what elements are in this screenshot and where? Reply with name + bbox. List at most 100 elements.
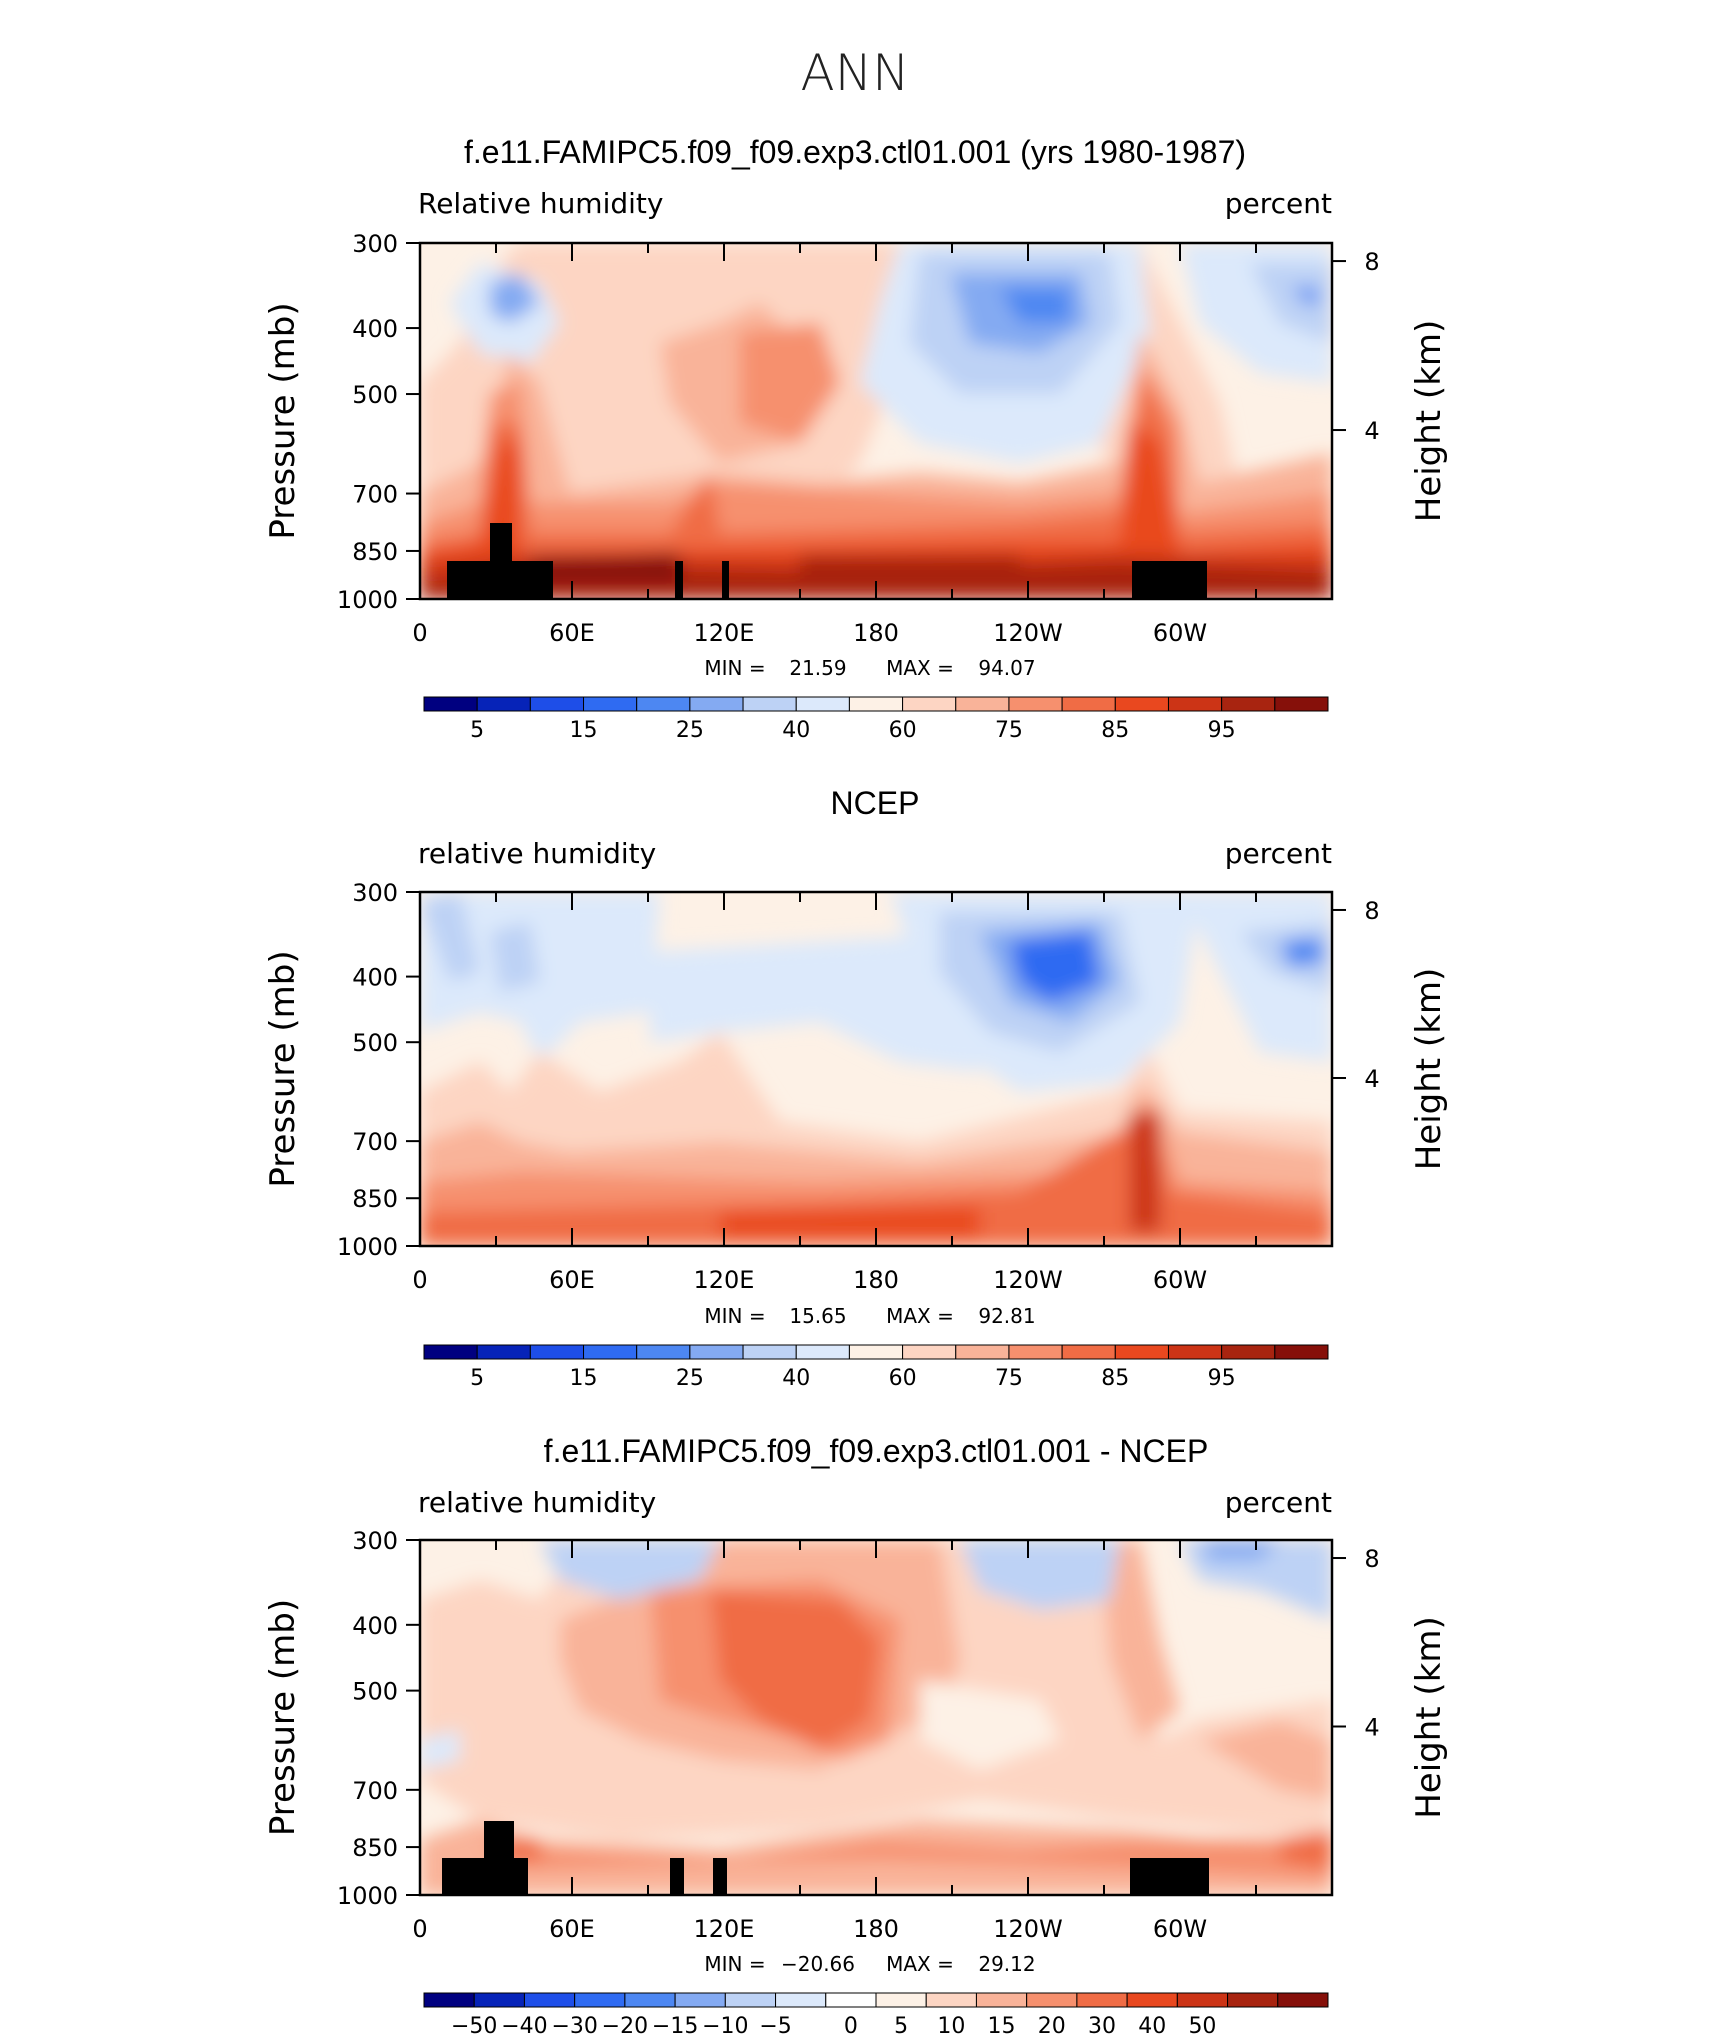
y-tick-label: 1000 [337,1882,398,1910]
colorbar-box [636,1344,691,1360]
colorbar-box [1008,1344,1063,1360]
x-tick-label: 180 [853,1266,899,1294]
x-tick-label: 0 [412,1915,427,1943]
colorbar-box [1274,1344,1329,1360]
plot-area [420,243,1332,599]
x-tick-label: 60W [1153,1915,1207,1943]
colorbar-box [742,696,797,712]
x-tick-label: 60E [549,1915,595,1943]
y-tick-label: 300 [352,1527,398,1555]
variable-label: relative humidity [418,1486,656,1519]
x-tick-label: 180 [853,1915,899,1943]
y-right-tick-label: 8 [1364,1545,1379,1573]
plot-area [420,1540,1332,1895]
main-title: ANN [800,44,909,102]
y-right-tick-label: 4 [1364,1065,1379,1093]
colorbar-box [1114,696,1169,712]
colorbar-label: 95 [1208,1366,1236,1391]
colorbar-label: 40 [1138,2014,1166,2038]
y-tick-label: 500 [352,381,398,409]
colorbar-box [1167,1344,1223,1360]
colorbar-box [1277,1992,1329,2008]
plot-area [420,892,1332,1246]
colorbar-box [689,1344,744,1360]
panel-difference: f.e11.FAMIPC5.f09_f09.exp3.ctl01.001 - N… [263,1433,1449,2038]
colorbar-label: −15 [652,2014,698,2038]
colorbar-box [955,696,1010,712]
y-tick-label: 500 [352,1678,398,1706]
colorbar-box [902,696,957,712]
panel-model: f.e11.FAMIPC5.f09_f09.exp3.ctl01.001 (yr… [263,134,1449,743]
colorbar-box [624,1992,676,2008]
units-label: percent [1225,187,1332,220]
colorbar-box [529,1344,585,1360]
y-tick-label: 400 [352,1612,398,1640]
colorbar-box [848,696,904,712]
panel-title: f.e11.FAMIPC5.f09_f09.exp3.ctl01.001 - N… [544,1433,1209,1469]
colorbar-box [574,1992,626,2008]
colorbar-box [975,1992,1028,2008]
y-tick-label: 850 [352,538,398,566]
min-value: −20.66 [781,1952,855,1976]
y-tick-label: 400 [352,315,398,343]
colorbar-label: 60 [889,1366,917,1391]
colorbar-label: −40 [501,2014,547,2038]
min-label: MIN = [704,1952,765,1976]
colorbar-box [423,1992,475,2008]
y-right-tick-label: 8 [1364,248,1379,276]
colorbar-label: −50 [451,2014,497,2038]
colorbar-box [955,1344,1010,1360]
colorbar-box [1076,1992,1128,2008]
colorbar-label: −20 [602,2014,648,2038]
colorbar-label: 15 [570,718,598,743]
colorbar-label: 5 [470,718,484,743]
colorbar-label: 75 [995,718,1023,743]
x-tick-label: 60E [549,619,595,647]
colorbar-label: 15 [988,2014,1016,2038]
units-label: percent [1225,1486,1332,1519]
x-tick-label: 0 [412,1266,427,1294]
colorbar-label: 25 [676,1366,704,1391]
x-tick-label: 120E [694,1266,755,1294]
max-value: 94.07 [978,656,1035,680]
max-label: MAX = [886,1952,954,1976]
colorbar-box [1167,696,1223,712]
colorbar-box [1176,1992,1229,2008]
variable-label: Relative humidity [418,187,663,220]
colorbar-label: 40 [782,1366,810,1391]
y-tick-label: 500 [352,1029,398,1057]
colorbar-label: 85 [1101,1366,1129,1391]
colorbar-box [848,1344,904,1360]
colorbar-label: 60 [889,718,917,743]
colorbar-label: 25 [676,718,704,743]
colorbar-box [423,1344,478,1360]
x-tick-label: 60E [549,1266,595,1294]
y-axis-title: Pressure (mb) [263,950,303,1187]
colorbar-box [1008,696,1063,712]
colorbar-box [775,1992,827,2008]
y-tick-label: 700 [352,481,398,509]
y-tick-label: 300 [352,879,398,907]
panel-title: NCEP [831,785,920,821]
y-axis-title: Pressure (mb) [263,1599,303,1836]
colorbar-box [875,1992,927,2008]
y-tick-label: 850 [352,1834,398,1862]
x-tick-label: 180 [853,619,899,647]
colorbar-box [636,696,691,712]
colorbar-box [583,1344,638,1360]
colorbar-label: 10 [937,2014,965,2038]
y-tick-label: 400 [352,964,398,992]
colorbar-box [529,696,585,712]
x-tick-label: 0 [412,619,427,647]
panel-title: f.e11.FAMIPC5.f09_f09.exp3.ctl01.001 (yr… [464,134,1246,170]
colorbar-label: 95 [1208,718,1236,743]
x-tick-label: 60W [1153,619,1207,647]
x-tick-label: 120E [694,1915,755,1943]
min-value: 21.59 [789,656,846,680]
units-label: percent [1225,837,1332,870]
colorbar-label: 75 [995,1366,1023,1391]
y-tick-label: 700 [352,1128,398,1156]
colorbar-box [1126,1992,1178,2008]
x-tick-label: 120E [694,619,755,647]
colorbar-box [1274,696,1329,712]
